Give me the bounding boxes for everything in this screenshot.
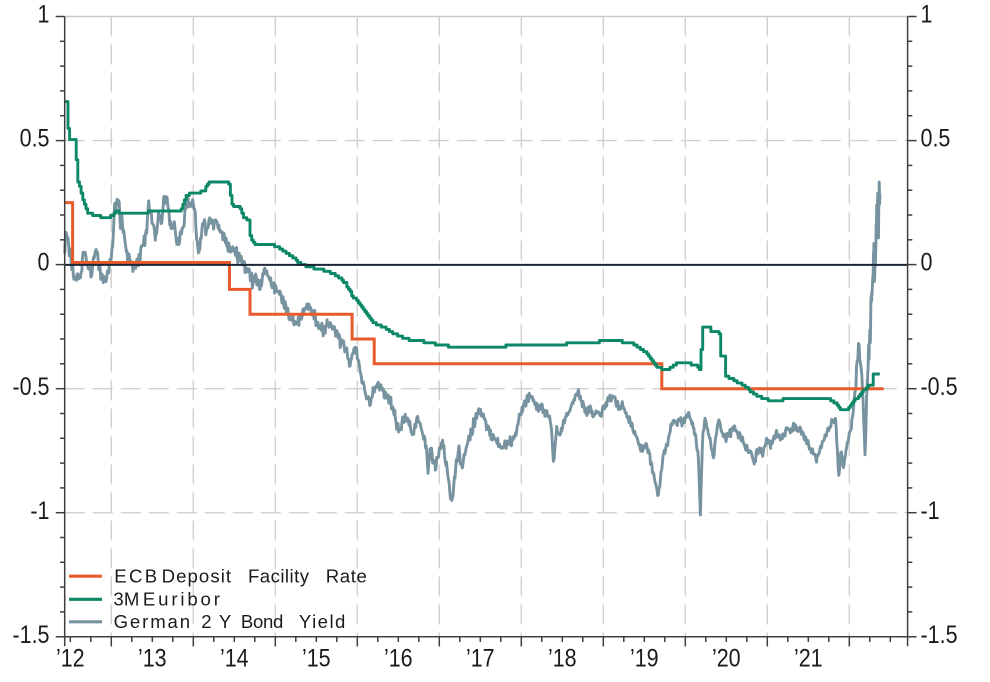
svg-text:’18: ’18 — [548, 644, 577, 672]
svg-text:’21: ’21 — [794, 644, 823, 672]
svg-text:-1.5: -1.5 — [921, 620, 958, 648]
svg-text:’12: ’12 — [56, 644, 85, 672]
svg-text:1: 1 — [38, 0, 50, 28]
svg-text:’16: ’16 — [384, 644, 413, 672]
svg-text:0.5: 0.5 — [20, 124, 50, 152]
svg-text:’15: ’15 — [302, 644, 331, 672]
svg-text:0.5: 0.5 — [921, 124, 951, 152]
svg-text:’19: ’19 — [630, 644, 659, 672]
svg-text:-0.5: -0.5 — [12, 372, 49, 400]
svg-text:-1: -1 — [30, 496, 49, 524]
svg-text:-0.5: -0.5 — [921, 372, 958, 400]
svg-text:0: 0 — [921, 248, 933, 276]
svg-text:’20: ’20 — [712, 644, 741, 672]
svg-text:-1.5: -1.5 — [12, 620, 49, 648]
svg-text:’13: ’13 — [138, 644, 167, 672]
svg-text:0: 0 — [38, 248, 50, 276]
svg-text:1: 1 — [921, 0, 933, 28]
svg-text:’17: ’17 — [466, 644, 495, 672]
svg-text:’14: ’14 — [220, 644, 249, 672]
svg-text:-1: -1 — [921, 496, 940, 524]
